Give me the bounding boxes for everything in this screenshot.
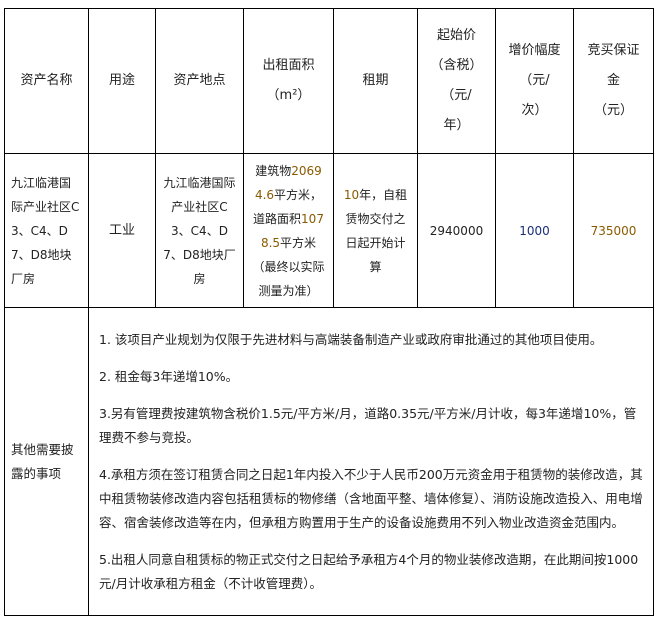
header-asset-location: 资产地点 [155, 8, 244, 154]
header-start-price-line2: （含税） [430, 58, 483, 73]
note-item: 2. 租金每3年递增10%。 [99, 368, 239, 384]
header-deposit-line1: 竞买保证 [587, 43, 640, 58]
header-start-price-line4: 年） [443, 118, 470, 133]
header-increment-line1: 增价幅度 [508, 43, 561, 58]
header-increment-line2: （元/ [519, 73, 550, 88]
table-row: 九江临港国际产业社区C3、C4、D7、D8地块厂房 工业 九江临港国际产业社区C… [4, 153, 654, 308]
area-mid: 平方米，道路面积 [253, 187, 323, 226]
cell-asset-location: 九江临港国际产业社区C3、C4、D7、D8地块厂房 [155, 153, 244, 308]
header-start-price: 起始价 （含税） （元/年） [417, 8, 496, 154]
notes-content: 1. 该项目产业规划为仅限于先进材料与高端装备制造产业或政府审批通过的其他项目使… [88, 307, 654, 616]
note-item: 3.另有管理费按建筑物含税价1.5元/平方米/月，道路0.35元/平方米/月计收… [99, 405, 637, 445]
header-deposit-line3: （元） [593, 103, 633, 118]
header-rental-area-unit: （m²） [266, 88, 311, 103]
header-row: 资产名称 用途 资产地点 出租面积 （m²） 租期 起始价 （含税） （元/年） 增价… [4, 8, 654, 154]
cell-rental-area: 建筑物20694.6平方米，道路面积1078.5平方米（最终以实际测量为准） [243, 153, 334, 308]
note-item: 1. 该项目产业规划为仅限于先进材料与高端装备制造产业或政府审批通过的其他项目使… [99, 331, 603, 347]
term-suffix: 年，自租赁物交付之日起开始计算 [345, 187, 408, 274]
header-usage: 用途 [88, 8, 156, 154]
header-deposit: 竞买保证金 （元） [573, 8, 654, 154]
cell-increment: 1000 [495, 153, 574, 308]
note-item: 4.承租方须在签订租赁合同之日起1年内投入不少于人民币200万元资金用于租赁物的… [99, 466, 643, 530]
area-road: 1078.5 [260, 211, 324, 250]
header-deposit-line2: 金 [606, 73, 620, 88]
cell-asset-name: 九江临港国际产业社区C3、C4、D7、D8地块厂房 [4, 153, 89, 308]
cell-start-price: 2940000 [417, 153, 496, 308]
cell-deposit: 735000 [573, 153, 654, 308]
header-start-price-line3: （元/ [441, 88, 472, 103]
note-item: 5.出租人同意自租赁标的物正式交付之日起给予承租方4个月的物业装修改造期，在此期… [99, 551, 639, 591]
area-building: 20694.6 [254, 163, 322, 202]
header-lease-term: 租期 [333, 8, 418, 154]
header-asset-name: 资产名称 [4, 8, 89, 154]
notes-label: 其他需要披露的事项 [4, 307, 89, 616]
lease-info-table: 资产名称 用途 资产地点 出租面积 （m²） 租期 起始价 （含税） （元/年） 增价… [4, 8, 654, 616]
header-start-price-line1: 起始价 [436, 28, 476, 43]
cell-usage: 工业 [88, 153, 156, 308]
header-rental-area-label: 出租面积 [262, 58, 315, 73]
notes-row: 其他需要披露的事项 1. 该项目产业规划为仅限于先进材料与高端装备制造产业或政府… [4, 307, 654, 616]
header-increment-line3: 次） [521, 103, 548, 118]
cell-lease-term: 10年，自租赁物交付之日起开始计算 [333, 153, 418, 308]
header-rental-area: 出租面积 （m²） [243, 8, 334, 154]
term-years: 10 [343, 187, 360, 202]
header-increment: 增价幅度 （元/次） [495, 8, 574, 154]
area-prefix: 建筑物 [255, 163, 292, 178]
area-suffix: 平方米（最终以实际测量为准） [252, 235, 325, 298]
